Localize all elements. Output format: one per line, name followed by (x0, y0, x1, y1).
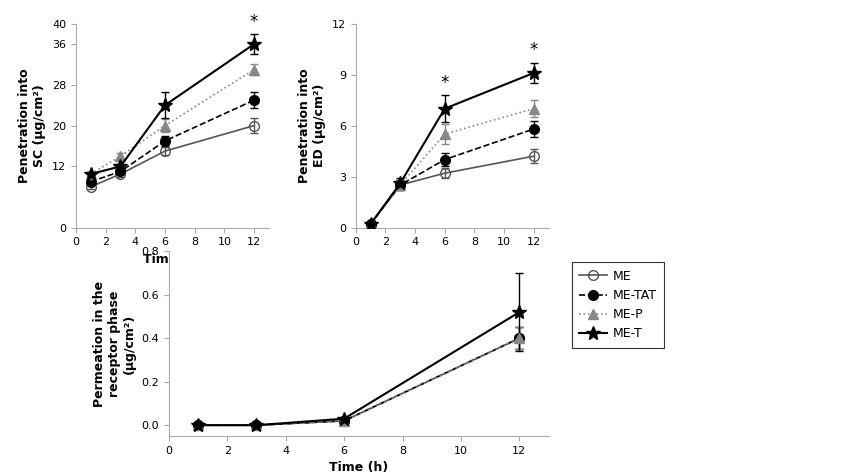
X-axis label: Time (h): Time (h) (143, 253, 202, 266)
Text: *: * (529, 41, 538, 59)
Y-axis label: Permeation in the
receptor phase
(µg/cm²): Permeation in the receptor phase (µg/cm²… (93, 281, 136, 407)
Text: *: * (250, 13, 258, 31)
Y-axis label: Penetration into
SC (µg/cm²): Penetration into SC (µg/cm²) (19, 68, 46, 183)
Legend: ME, ME-TAT, ME-P, ME-T: ME, ME-TAT, ME-P, ME-T (571, 262, 664, 348)
X-axis label: Time (h): Time (h) (423, 253, 482, 266)
Text: *: * (441, 73, 449, 91)
Y-axis label: Penetration into
ED (µg/cm²): Penetration into ED (µg/cm²) (298, 68, 327, 183)
X-axis label: Time (h): Time (h) (329, 461, 388, 474)
